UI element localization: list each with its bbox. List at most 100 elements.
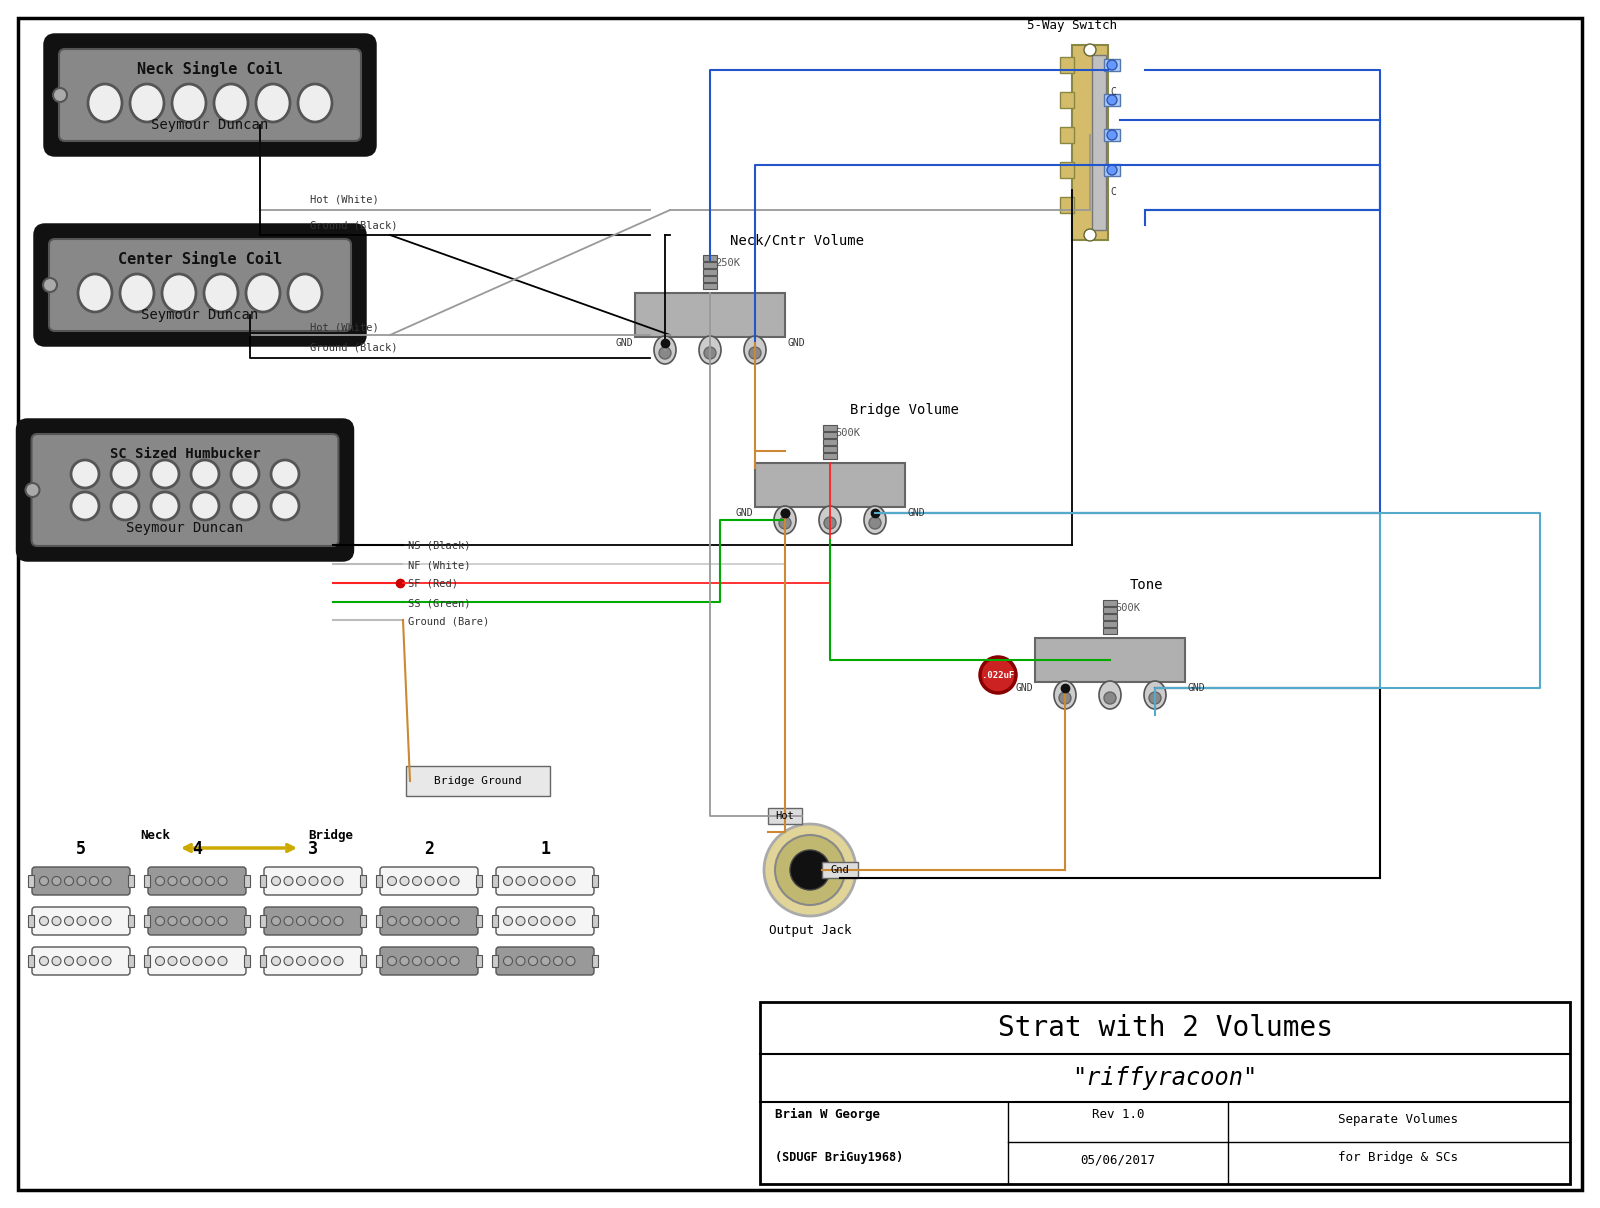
Text: Bridge Volume: Bridge Volume bbox=[850, 403, 958, 417]
Circle shape bbox=[790, 850, 830, 890]
Ellipse shape bbox=[88, 85, 122, 122]
Circle shape bbox=[1085, 230, 1096, 242]
Circle shape bbox=[554, 917, 563, 925]
Circle shape bbox=[51, 917, 61, 925]
Text: Output Jack: Output Jack bbox=[768, 924, 851, 937]
Circle shape bbox=[515, 877, 525, 885]
Bar bbox=[493, 956, 498, 966]
Text: for Bridge & SCs: for Bridge & SCs bbox=[1338, 1150, 1458, 1163]
FancyBboxPatch shape bbox=[50, 239, 350, 331]
Circle shape bbox=[400, 877, 410, 885]
Circle shape bbox=[168, 877, 178, 885]
Bar bbox=[259, 914, 266, 927]
Circle shape bbox=[155, 877, 165, 885]
Text: (SDUGF BriGuy1968): (SDUGF BriGuy1968) bbox=[774, 1150, 904, 1163]
FancyBboxPatch shape bbox=[147, 947, 246, 975]
Bar bbox=[360, 875, 366, 887]
Circle shape bbox=[450, 877, 459, 885]
Circle shape bbox=[272, 877, 280, 885]
FancyBboxPatch shape bbox=[496, 947, 594, 975]
Circle shape bbox=[779, 517, 790, 529]
Circle shape bbox=[554, 957, 563, 965]
Circle shape bbox=[272, 917, 280, 925]
Text: 1: 1 bbox=[541, 840, 550, 858]
FancyBboxPatch shape bbox=[32, 947, 130, 975]
Bar bbox=[1059, 92, 1074, 108]
Bar bbox=[822, 453, 837, 459]
Bar bbox=[477, 914, 482, 927]
FancyBboxPatch shape bbox=[381, 867, 478, 895]
Circle shape bbox=[285, 957, 293, 965]
Ellipse shape bbox=[150, 460, 179, 488]
Text: Tone: Tone bbox=[1130, 577, 1163, 592]
Text: Separate Volumes: Separate Volumes bbox=[1338, 1114, 1458, 1127]
Ellipse shape bbox=[130, 85, 165, 122]
Bar bbox=[376, 956, 382, 966]
Circle shape bbox=[296, 957, 306, 965]
Circle shape bbox=[1107, 60, 1117, 70]
Ellipse shape bbox=[150, 492, 179, 519]
Circle shape bbox=[1085, 43, 1096, 56]
Text: Ground (Bare): Ground (Bare) bbox=[408, 616, 490, 626]
Ellipse shape bbox=[78, 274, 112, 312]
Circle shape bbox=[515, 917, 525, 925]
FancyBboxPatch shape bbox=[32, 434, 339, 546]
Bar bbox=[1102, 600, 1117, 606]
Bar bbox=[702, 275, 717, 281]
Ellipse shape bbox=[270, 460, 299, 488]
Text: GND: GND bbox=[616, 338, 634, 348]
Text: Hot (White): Hot (White) bbox=[310, 323, 379, 333]
Bar bbox=[243, 875, 250, 887]
Bar bbox=[1104, 59, 1120, 71]
Circle shape bbox=[322, 917, 331, 925]
Bar bbox=[128, 956, 134, 966]
Circle shape bbox=[181, 877, 189, 885]
Circle shape bbox=[296, 877, 306, 885]
Text: Ground (Black): Ground (Black) bbox=[310, 220, 397, 230]
Bar bbox=[755, 463, 906, 507]
Text: 250K: 250K bbox=[715, 259, 739, 268]
Text: Brian W George: Brian W George bbox=[774, 1108, 880, 1121]
Text: SC Sized Humbucker: SC Sized Humbucker bbox=[110, 447, 261, 461]
Ellipse shape bbox=[162, 274, 195, 312]
FancyBboxPatch shape bbox=[264, 867, 362, 895]
Circle shape bbox=[51, 957, 61, 965]
Bar bbox=[1059, 127, 1074, 143]
Bar bbox=[29, 956, 34, 966]
Ellipse shape bbox=[70, 492, 99, 519]
Bar bbox=[360, 914, 366, 927]
Text: .022uF: .022uF bbox=[982, 670, 1014, 679]
Bar bbox=[768, 808, 802, 824]
Text: Seymour Duncan: Seymour Duncan bbox=[152, 118, 269, 132]
Circle shape bbox=[285, 917, 293, 925]
Ellipse shape bbox=[120, 274, 154, 312]
Circle shape bbox=[53, 88, 67, 101]
Circle shape bbox=[566, 877, 574, 885]
Bar bbox=[760, 1001, 1570, 1184]
Circle shape bbox=[296, 917, 306, 925]
Circle shape bbox=[387, 917, 397, 925]
Bar bbox=[477, 875, 482, 887]
Text: GND: GND bbox=[907, 509, 925, 518]
Circle shape bbox=[218, 877, 227, 885]
Text: NF (White): NF (White) bbox=[408, 561, 470, 570]
Ellipse shape bbox=[230, 460, 259, 488]
Circle shape bbox=[400, 957, 410, 965]
Circle shape bbox=[450, 917, 459, 925]
Circle shape bbox=[334, 877, 342, 885]
Circle shape bbox=[413, 917, 421, 925]
FancyBboxPatch shape bbox=[59, 50, 362, 141]
Circle shape bbox=[272, 957, 280, 965]
Text: GND: GND bbox=[1187, 683, 1205, 693]
Circle shape bbox=[504, 917, 512, 925]
Bar bbox=[702, 255, 717, 261]
FancyBboxPatch shape bbox=[406, 766, 550, 796]
Ellipse shape bbox=[744, 336, 766, 364]
Text: 5: 5 bbox=[77, 840, 86, 858]
Ellipse shape bbox=[774, 506, 797, 534]
Circle shape bbox=[426, 957, 434, 965]
Ellipse shape bbox=[190, 460, 219, 488]
Bar bbox=[592, 956, 598, 966]
Ellipse shape bbox=[70, 460, 99, 488]
Ellipse shape bbox=[654, 336, 675, 364]
